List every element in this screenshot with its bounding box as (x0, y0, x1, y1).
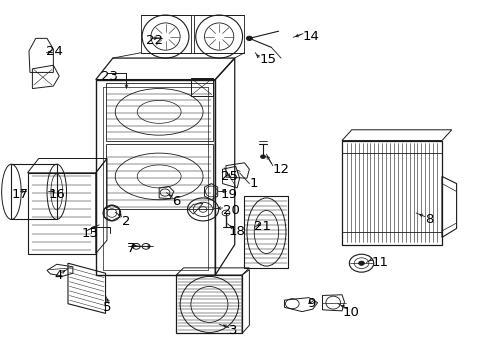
Ellipse shape (358, 261, 364, 265)
Ellipse shape (260, 155, 265, 158)
Text: 24: 24 (45, 45, 62, 58)
Text: 15: 15 (259, 53, 276, 66)
Text: 14: 14 (303, 30, 319, 43)
Text: 21: 21 (254, 220, 271, 233)
Text: 20: 20 (222, 204, 239, 217)
Text: 2: 2 (122, 215, 130, 228)
Text: 4: 4 (54, 269, 62, 282)
Text: 17: 17 (11, 188, 28, 201)
Text: 9: 9 (306, 297, 315, 310)
Text: 8: 8 (424, 213, 432, 226)
Text: 7: 7 (126, 242, 135, 255)
Ellipse shape (246, 36, 252, 41)
Text: 19: 19 (220, 188, 237, 201)
Text: 12: 12 (272, 163, 289, 176)
Text: 13: 13 (81, 227, 98, 240)
Text: 16: 16 (48, 188, 65, 201)
Text: 1: 1 (249, 177, 257, 190)
Text: 5: 5 (103, 301, 111, 314)
Text: 3: 3 (228, 324, 237, 337)
Text: 6: 6 (172, 195, 181, 208)
Text: 25: 25 (221, 170, 238, 183)
Text: 10: 10 (342, 306, 359, 319)
Text: 22: 22 (146, 33, 163, 47)
Text: 11: 11 (370, 256, 387, 269)
Text: 23: 23 (101, 69, 118, 82)
Text: 18: 18 (228, 225, 245, 238)
